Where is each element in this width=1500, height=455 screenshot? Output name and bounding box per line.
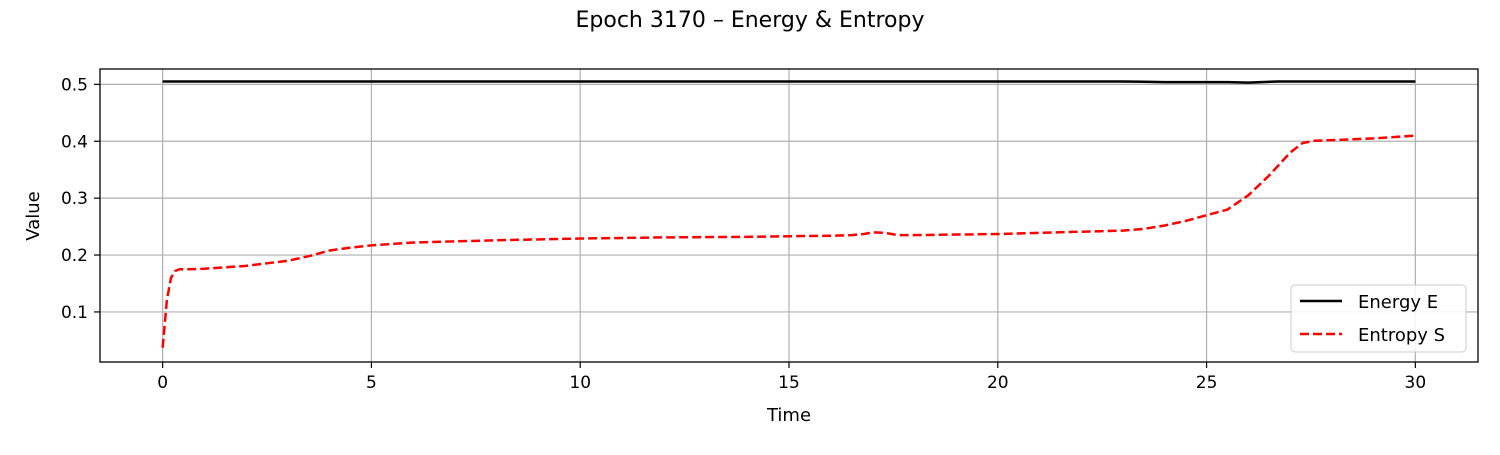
x-tick-label: 5: [366, 373, 377, 393]
series-line-entropy: [161, 134, 1416, 348]
chart-title: Epoch 3170 – Energy & Entropy: [576, 8, 925, 33]
y-axis-label: Value: [23, 191, 44, 240]
x-tick-label: 0: [157, 373, 168, 393]
y-tick-label: 0.1: [61, 303, 88, 323]
x-tick-label: 15: [778, 373, 800, 393]
x-tick-label: 30: [1405, 373, 1427, 393]
x-tick-label: 25: [1196, 373, 1218, 393]
series-line-energy: [162, 80, 1416, 84]
axis-ticks: 0 5 10 15 20 25 30 0.1 0.2 0.3 0.4 0.5: [61, 75, 1426, 393]
x-axis-label: Time: [766, 405, 811, 426]
series-lines: [161, 80, 1416, 348]
y-tick-label: 0.3: [61, 189, 88, 209]
legend-label-energy: Energy E: [1358, 292, 1438, 313]
grid-lines: [100, 69, 1478, 362]
legend-label-entropy: Entropy S: [1358, 325, 1445, 346]
x-tick-label: 10: [569, 373, 591, 393]
x-tick-label: 20: [987, 373, 1009, 393]
y-tick-label: 0.5: [61, 75, 88, 95]
y-tick-label: 0.2: [61, 246, 88, 266]
y-tick-label: 0.4: [61, 132, 88, 152]
legend: Energy E Entropy S: [1290, 284, 1467, 353]
